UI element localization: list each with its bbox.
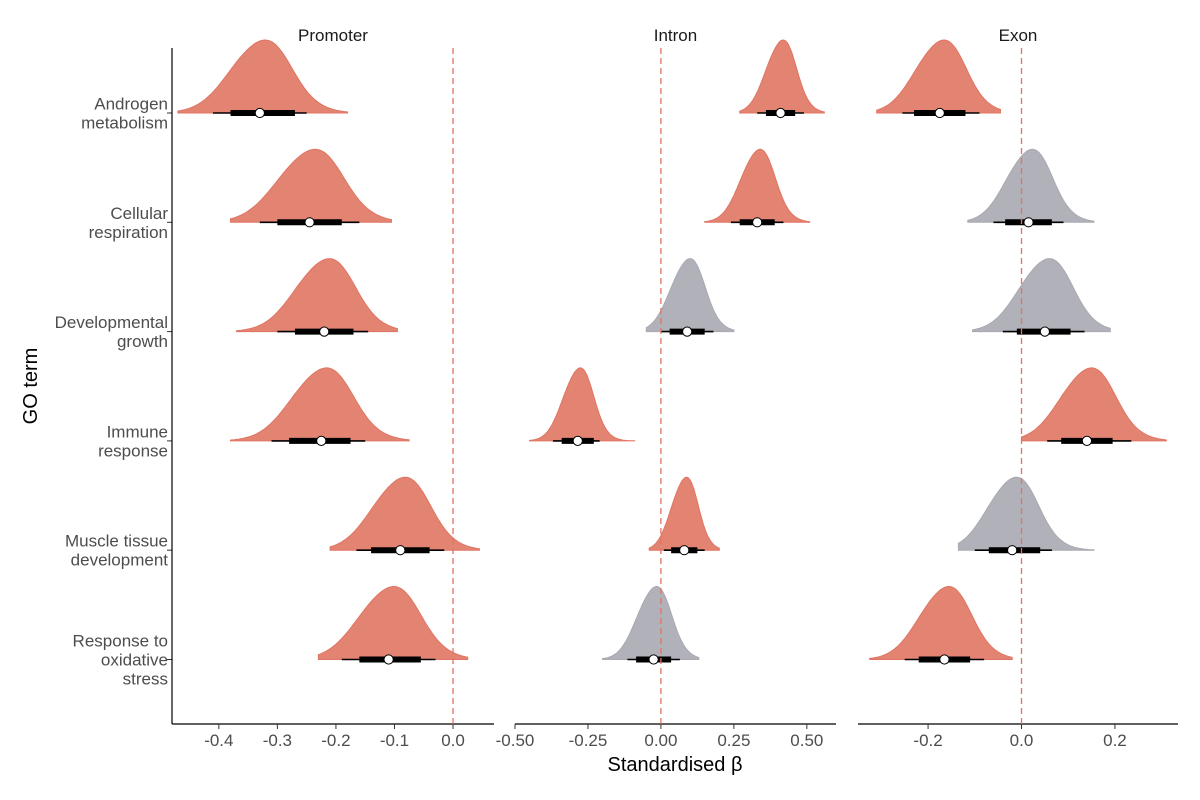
median-point	[1039, 326, 1050, 337]
density-ridge	[529, 367, 636, 442]
y-tick-label: Cellular	[110, 204, 168, 223]
panel-exon: Exon -0.2 0.0 0.2	[858, 26, 1178, 750]
median-point	[934, 107, 945, 119]
y-tick-label: Developmental	[55, 313, 168, 332]
panel-title-promoter: Promoter	[298, 26, 368, 45]
density-ridge	[739, 39, 825, 114]
x-tick-label: -0.1	[380, 731, 409, 750]
x-axis-title: Standardised β	[608, 754, 743, 776]
panel-title-intron: Intron	[654, 26, 697, 45]
median-point	[254, 107, 265, 119]
panel-title-exon: Exon	[999, 26, 1038, 45]
median-point	[383, 654, 394, 665]
density-ridge	[329, 476, 480, 551]
y-tick-label: respiration	[89, 223, 168, 242]
x-tick-label: -0.50	[496, 731, 535, 750]
y-tick-label: response	[98, 441, 168, 460]
y-tick-label: Androgen	[94, 95, 168, 114]
y-tick-label: development	[71, 551, 169, 570]
x-tick-label: 0.25	[717, 731, 750, 750]
density-ridge	[230, 367, 410, 442]
panel-promoter: Promoter -0.4 -0.3 -0.2 -0.1 0.0	[172, 26, 494, 750]
x-tick-label: -0.4	[204, 731, 233, 750]
y-tick-label: Immune	[107, 422, 168, 441]
x-tick-label: 0.00	[644, 731, 677, 750]
median-point	[1081, 435, 1093, 446]
density-ridge	[602, 586, 700, 660]
median-point	[319, 326, 330, 337]
density-ridge	[876, 39, 1001, 114]
density-ridge	[648, 476, 720, 551]
y-tick-label: metabolism	[81, 114, 168, 133]
x-tick-label: -0.25	[569, 731, 608, 750]
panel-intron: Intron -0.50 -0.25 0.00 0.25 0.50	[496, 26, 836, 750]
density-ridge	[704, 148, 811, 223]
density-ridge	[230, 148, 392, 223]
y-axis-title: GO term	[20, 348, 42, 425]
x-tick-label: 0.2	[1103, 731, 1127, 750]
median-point	[1007, 545, 1018, 556]
density-ridge	[1021, 367, 1167, 442]
chart-panels: Promoter -0.4 -0.3 -0.2 -0.1 0.0 Intron -0.50 -0…	[172, 26, 1178, 750]
y-tick-label: growth	[117, 332, 168, 351]
x-tick-label: -0.3	[263, 731, 292, 750]
median-point	[395, 545, 406, 556]
median-point	[316, 435, 327, 446]
median-point	[752, 217, 763, 228]
median-point	[939, 654, 950, 665]
x-tick-label: 0.0	[1010, 731, 1034, 750]
density-ridge	[869, 585, 1013, 660]
median-point	[682, 326, 693, 337]
density-ridge	[957, 476, 1095, 551]
median-point	[1023, 217, 1034, 228]
median-point	[304, 217, 315, 228]
median-point	[648, 654, 659, 665]
density-ridge	[317, 586, 469, 660]
y-tick-label: stress	[123, 670, 168, 689]
density-ridge	[967, 148, 1095, 223]
y-tick-label: oxidative	[101, 651, 168, 670]
density-ridge	[177, 39, 349, 114]
x-tick-label: -0.2	[321, 731, 350, 750]
median-point	[679, 545, 690, 556]
x-tick-label: 0.50	[790, 731, 823, 750]
median-point	[775, 107, 786, 119]
y-tick-label: Muscle tissue	[65, 532, 168, 551]
density-ridge	[972, 258, 1111, 333]
median-point	[572, 435, 583, 446]
density-ridge	[235, 258, 398, 333]
x-tick-label: -0.2	[913, 731, 942, 750]
density-ridge	[645, 258, 735, 333]
y-tick-label: Response to	[73, 632, 168, 651]
x-tick-label: 0.0	[441, 731, 465, 750]
